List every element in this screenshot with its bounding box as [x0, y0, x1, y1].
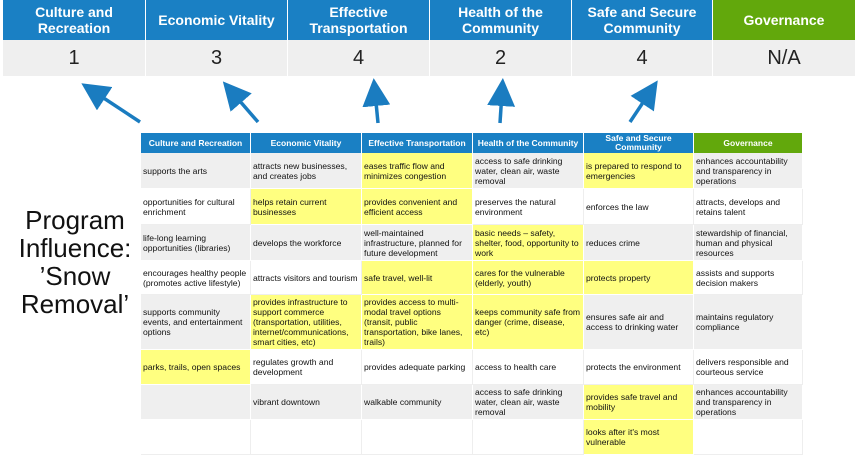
- table-cell: access to health care: [473, 350, 584, 385]
- table-cell: [141, 385, 251, 420]
- arrow-transportation: [362, 78, 391, 124]
- highlighted-cell: eases traffic flow and minimizes congest…: [362, 153, 473, 189]
- arrow-economic: [222, 81, 260, 124]
- highlighted-cell: helps retain current businesses: [251, 189, 362, 225]
- table-cell: encourages healthy people (promotes acti…: [141, 261, 251, 295]
- summary-header-effective-transportation: Effective Transportation: [288, 0, 430, 40]
- table-cell: preserves the natural environment: [473, 189, 584, 225]
- table-cell: enforces the law: [584, 189, 694, 225]
- arrow-culture: [81, 83, 141, 124]
- table-cell: provides adequate parking: [362, 350, 473, 385]
- highlighted-cell: provides access to multi-modal travel op…: [362, 295, 473, 350]
- table-cell: well-maintained infrastructure, planned …: [362, 225, 473, 261]
- highlighted-cell: keeps community safe from danger (crime,…: [473, 295, 584, 350]
- summary-value: 2: [430, 40, 572, 76]
- table-cell: [251, 420, 362, 455]
- table-cell: vibrant downtown: [251, 385, 362, 420]
- arrow-safe: [628, 80, 658, 123]
- highlighted-cell: parks, trails, open spaces: [141, 350, 251, 385]
- table-cell: attracts visitors and tourism: [251, 261, 362, 295]
- table-cell: access to safe drinking water, clean air…: [473, 153, 584, 189]
- highlighted-cell: provides infrastructure to support comme…: [251, 295, 362, 350]
- table-cell: [473, 420, 584, 455]
- table-header-safe-and-secure-community: Safe and Secure Community: [584, 133, 694, 153]
- summary-header-economic-vitality: Economic Vitality: [146, 0, 288, 40]
- arrow-health: [487, 78, 516, 124]
- highlighted-cell: provides safe travel and mobility: [584, 385, 694, 420]
- table-cell: develops the workforce: [251, 225, 362, 261]
- highlighted-cell: protects property: [584, 261, 694, 295]
- summary-header-culture-and-recreation: Culture and Recreation: [3, 0, 146, 40]
- table-cell: access to safe drinking water, clean air…: [473, 385, 584, 420]
- table-cell: attracts new businesses, and creates job…: [251, 153, 362, 189]
- highlighted-cell: safe travel, well-lit: [362, 261, 473, 295]
- table-header-health-of-the-community: Health of the Community: [473, 133, 584, 153]
- summary-value: 3: [146, 40, 288, 76]
- highlighted-cell: is prepared to respond to emergencies: [584, 153, 694, 189]
- table-cell: attracts, develops and retains talent: [694, 189, 803, 225]
- influence-table: Culture and Recreation Economic Vitality E…: [141, 133, 803, 455]
- table-cell: [141, 420, 251, 455]
- table-header-effective-transportation: Effective Transportation: [362, 133, 473, 153]
- summary-table: Culture and Recreation Economic Vitality E…: [3, 0, 856, 76]
- table-header-governance: Governance: [694, 133, 803, 153]
- table-cell: maintains regulatory compliance: [694, 295, 803, 350]
- table-cell: supports community events, and entertain…: [141, 295, 251, 350]
- arrows: [81, 78, 658, 124]
- highlighted-cell: looks after it's most vulnerable: [584, 420, 694, 455]
- program-influence-label: Program Influence: ’Snow Removal’: [18, 205, 132, 319]
- table-cell: walkable community: [362, 385, 473, 420]
- summary-value: 4: [288, 40, 430, 76]
- summary-header-safe-and-secure-community: Safe and Secure Community: [572, 0, 713, 40]
- table-cell: life-long learning opportunities (librar…: [141, 225, 251, 261]
- table-cell: delivers responsible and courteous servi…: [694, 350, 803, 385]
- table-cell: regulates growth and development: [251, 350, 362, 385]
- table-cell: reduces crime: [584, 225, 694, 261]
- summary-header-governance: Governance: [713, 0, 856, 40]
- table-cell: enhances accountability and transparency…: [694, 385, 803, 420]
- table-cell: opportunities for cultural enrichment: [141, 189, 251, 225]
- summary-value: N/A: [713, 40, 856, 76]
- highlighted-cell: provides convenient and efficient access: [362, 189, 473, 225]
- table-cell: enhances accountability and transparency…: [694, 153, 803, 189]
- table-cell: [694, 420, 803, 455]
- table-cell: [362, 420, 473, 455]
- summary-header-health-of-the-community: Health of the Community: [430, 0, 572, 40]
- table-cell: stewardship of financial, human and phys…: [694, 225, 803, 261]
- table-cell: ensures safe air and access to drinking …: [584, 295, 694, 350]
- summary-value: 4: [572, 40, 713, 76]
- table-header-economic-vitality: Economic Vitality: [251, 133, 362, 153]
- summary-value: 1: [3, 40, 146, 76]
- highlighted-cell: basic needs – safety, shelter, food, opp…: [473, 225, 584, 261]
- highlighted-cell: cares for the vulnerable (elderly, youth…: [473, 261, 584, 295]
- table-cell: protects the environment: [584, 350, 694, 385]
- table-header-culture-and-recreation: Culture and Recreation: [141, 133, 251, 153]
- table-cell: supports the arts: [141, 153, 251, 189]
- table-cell: assists and supports decision makers: [694, 261, 803, 295]
